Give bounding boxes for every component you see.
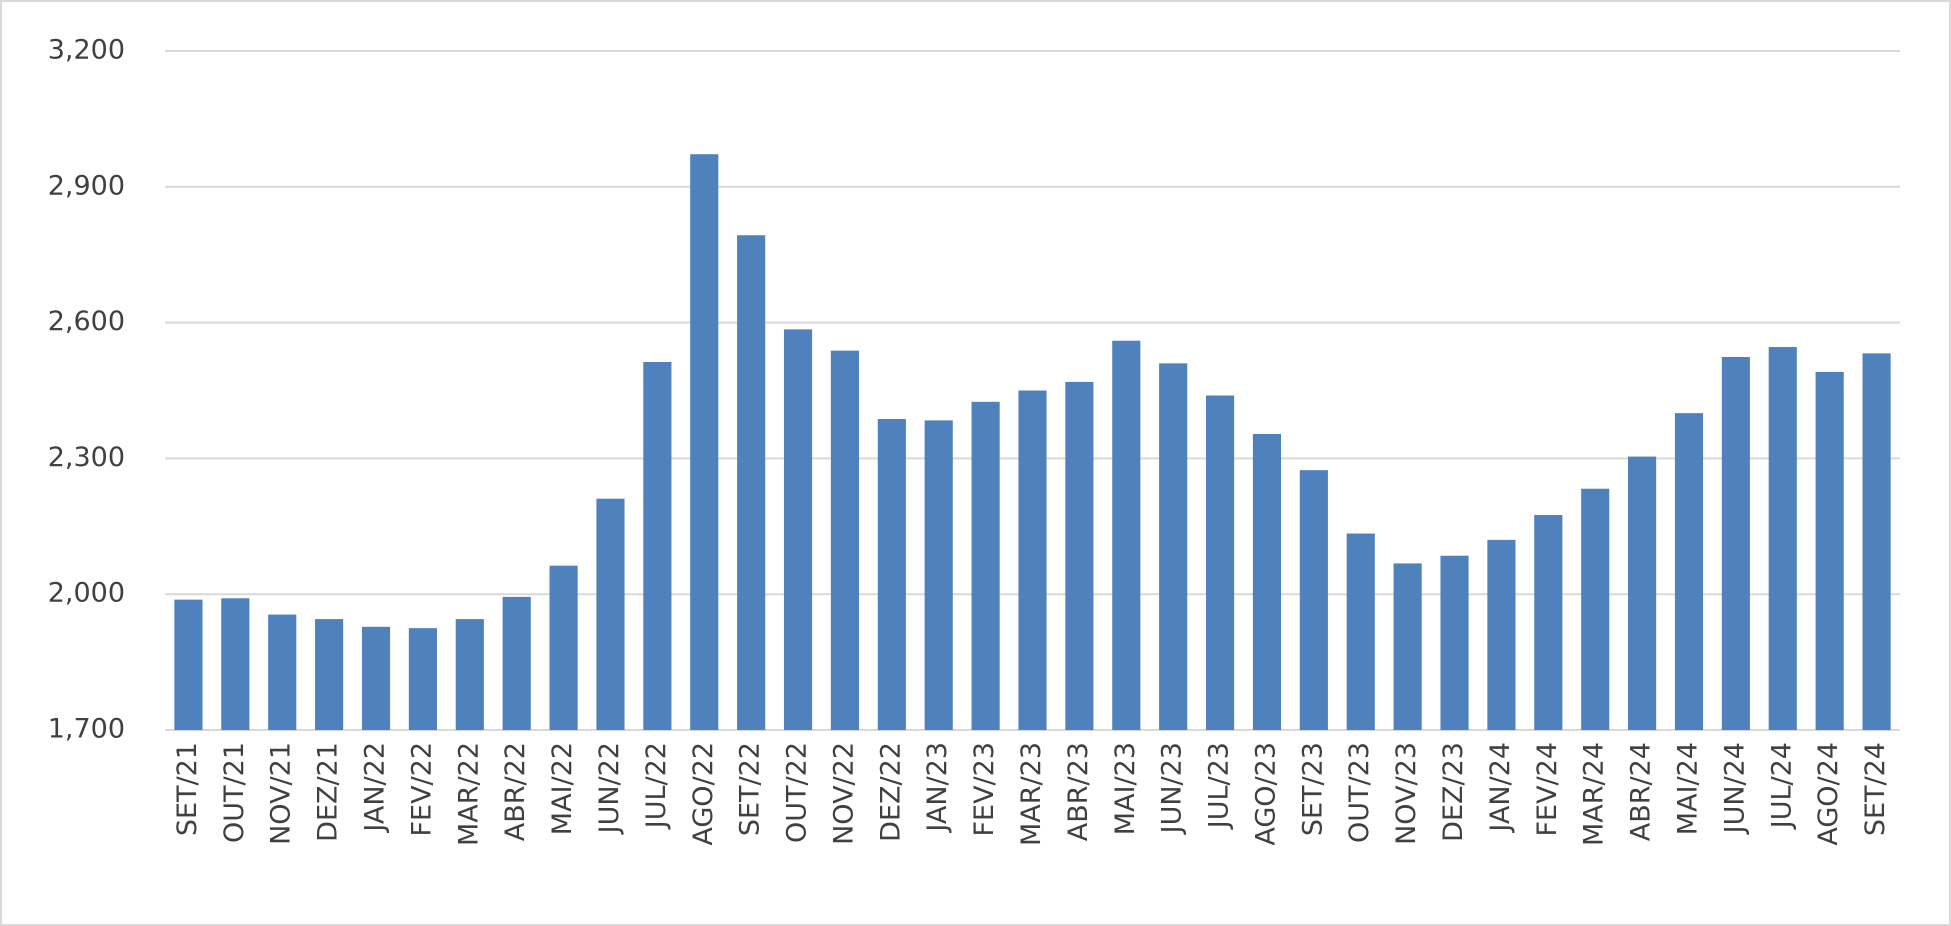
x-tick-label: AGO/22 — [688, 742, 719, 846]
bar — [1862, 353, 1891, 730]
bar — [783, 329, 813, 730]
x-tick-label: MAI/22 — [547, 742, 578, 835]
x-tick-label: MAR/22 — [453, 742, 484, 846]
x-tick-label: OUT/21 — [219, 742, 250, 843]
bar — [830, 350, 859, 730]
x-tick-label: DEZ/22 — [875, 742, 906, 842]
x-tick-label: ABR/23 — [1063, 742, 1094, 841]
bar — [690, 154, 719, 730]
x-tick-label: OUT/23 — [1344, 742, 1375, 843]
x-tick-label: DEZ/21 — [313, 742, 344, 842]
x-tick-label: ABR/24 — [1626, 742, 1657, 841]
bar — [455, 619, 484, 730]
x-tick-label: MAI/24 — [1672, 742, 1703, 835]
bar — [1346, 533, 1375, 730]
x-tick-label: SET/21 — [172, 742, 203, 836]
x-tick-label: JAN/22 — [360, 742, 391, 834]
bar — [549, 565, 578, 730]
bar — [1065, 381, 1094, 730]
x-tick-label: JAN/23 — [922, 742, 953, 834]
bar — [502, 596, 531, 730]
x-tick-label: NOV/23 — [1391, 742, 1422, 845]
bar — [1299, 470, 1328, 730]
bar — [971, 401, 1000, 730]
bar — [174, 599, 203, 730]
x-tick-label: DEZ/23 — [1438, 742, 1469, 842]
bar — [737, 235, 766, 730]
y-tick-label: 2,300 — [48, 442, 125, 473]
bar — [408, 628, 437, 730]
x-tick-label: NOV/22 — [828, 742, 859, 845]
x-tick-label: JUN/24 — [1719, 742, 1750, 835]
x-tick-label: MAR/23 — [1016, 742, 1047, 846]
bar — [1252, 433, 1282, 730]
bar — [596, 498, 625, 730]
x-tick-label: MAI/23 — [1110, 742, 1141, 835]
y-tick-label: 1,700 — [48, 714, 125, 745]
x-tick-label: AGO/24 — [1813, 742, 1844, 846]
bar — [1440, 555, 1469, 730]
bar — [1815, 371, 1844, 730]
bar — [1159, 363, 1188, 730]
bar — [1487, 539, 1516, 730]
x-tick-label: JAN/24 — [1485, 742, 1516, 834]
bar — [268, 614, 297, 730]
x-tick-label: JUL/22 — [641, 742, 672, 830]
bar — [1768, 347, 1797, 730]
bar — [1206, 395, 1235, 730]
x-tick-label: SET/24 — [1860, 742, 1891, 836]
bar — [221, 598, 250, 730]
x-tick-label: AGO/23 — [1250, 742, 1281, 846]
y-tick-label: 2,000 — [48, 578, 125, 609]
x-tick-label: FEV/24 — [1532, 742, 1563, 837]
bar — [1628, 456, 1657, 730]
x-tick-label: JUL/24 — [1766, 742, 1797, 830]
x-tick-label: ABR/22 — [500, 742, 531, 841]
bar — [1581, 488, 1610, 730]
x-tick-label: JUL/23 — [1204, 742, 1235, 830]
x-tick-label: NOV/21 — [266, 742, 297, 845]
bar — [315, 619, 344, 730]
bar — [1393, 563, 1422, 730]
y-tick-label: 2,600 — [48, 306, 125, 337]
x-tick-label: MAR/24 — [1579, 742, 1610, 846]
y-tick-label: 2,900 — [48, 170, 125, 201]
bar — [361, 626, 391, 730]
bar — [1018, 390, 1047, 730]
x-tick-label: JUN/23 — [1157, 742, 1188, 835]
bar — [643, 361, 672, 730]
bar — [924, 420, 953, 730]
x-tick-label: FEV/22 — [406, 742, 437, 837]
bar — [1721, 357, 1750, 730]
bar — [1674, 413, 1704, 730]
y-tick-label: 3,200 — [48, 35, 125, 66]
x-tick-label: SET/22 — [735, 742, 766, 836]
bar — [1112, 340, 1141, 730]
bar — [877, 419, 906, 730]
x-tick-label: OUT/22 — [782, 742, 813, 843]
x-tick-label: FEV/23 — [969, 742, 1000, 837]
bar — [1534, 514, 1563, 730]
x-tick-label: SET/23 — [1297, 742, 1328, 836]
x-tick-label: JUN/22 — [594, 742, 625, 835]
